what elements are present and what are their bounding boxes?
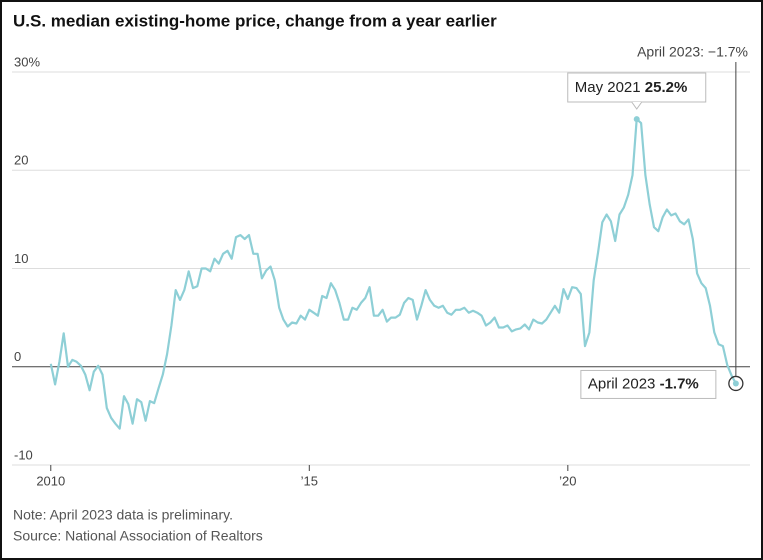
y-tick-label: 20 xyxy=(14,153,28,168)
top-annotation: April 2023: −1.7% xyxy=(637,44,748,60)
peak-value: 25.2% xyxy=(645,79,688,96)
peak-pointer xyxy=(631,101,643,110)
last-ring xyxy=(728,375,744,392)
last-dot xyxy=(732,380,739,387)
chart-title: U.S. median existing-home price, change … xyxy=(13,11,497,30)
x-tick-label: 2010 xyxy=(36,473,65,488)
last-label: April 2023 -1.7% xyxy=(588,375,699,392)
peak-date: May 2021 xyxy=(575,79,641,96)
peak-label: May 2021 25.2% xyxy=(575,79,688,96)
x-tick-label: ’20 xyxy=(559,473,576,488)
y-tick-label: 10 xyxy=(14,251,28,266)
last-box xyxy=(580,369,717,399)
last-value: -1.7% xyxy=(660,375,699,392)
source: Source: National Association of Realtors xyxy=(13,528,263,544)
peak-dot xyxy=(633,116,640,123)
last-date: April 2023 xyxy=(588,375,656,392)
data-line xyxy=(49,118,737,430)
x-tick-label: ’15 xyxy=(301,473,318,488)
y-tick-label: 30% xyxy=(14,54,40,69)
note: Note: April 2023 data is preliminary. xyxy=(13,507,233,523)
y-tick-label: 0 xyxy=(14,349,21,364)
y-tick-label: -10 xyxy=(14,447,33,462)
